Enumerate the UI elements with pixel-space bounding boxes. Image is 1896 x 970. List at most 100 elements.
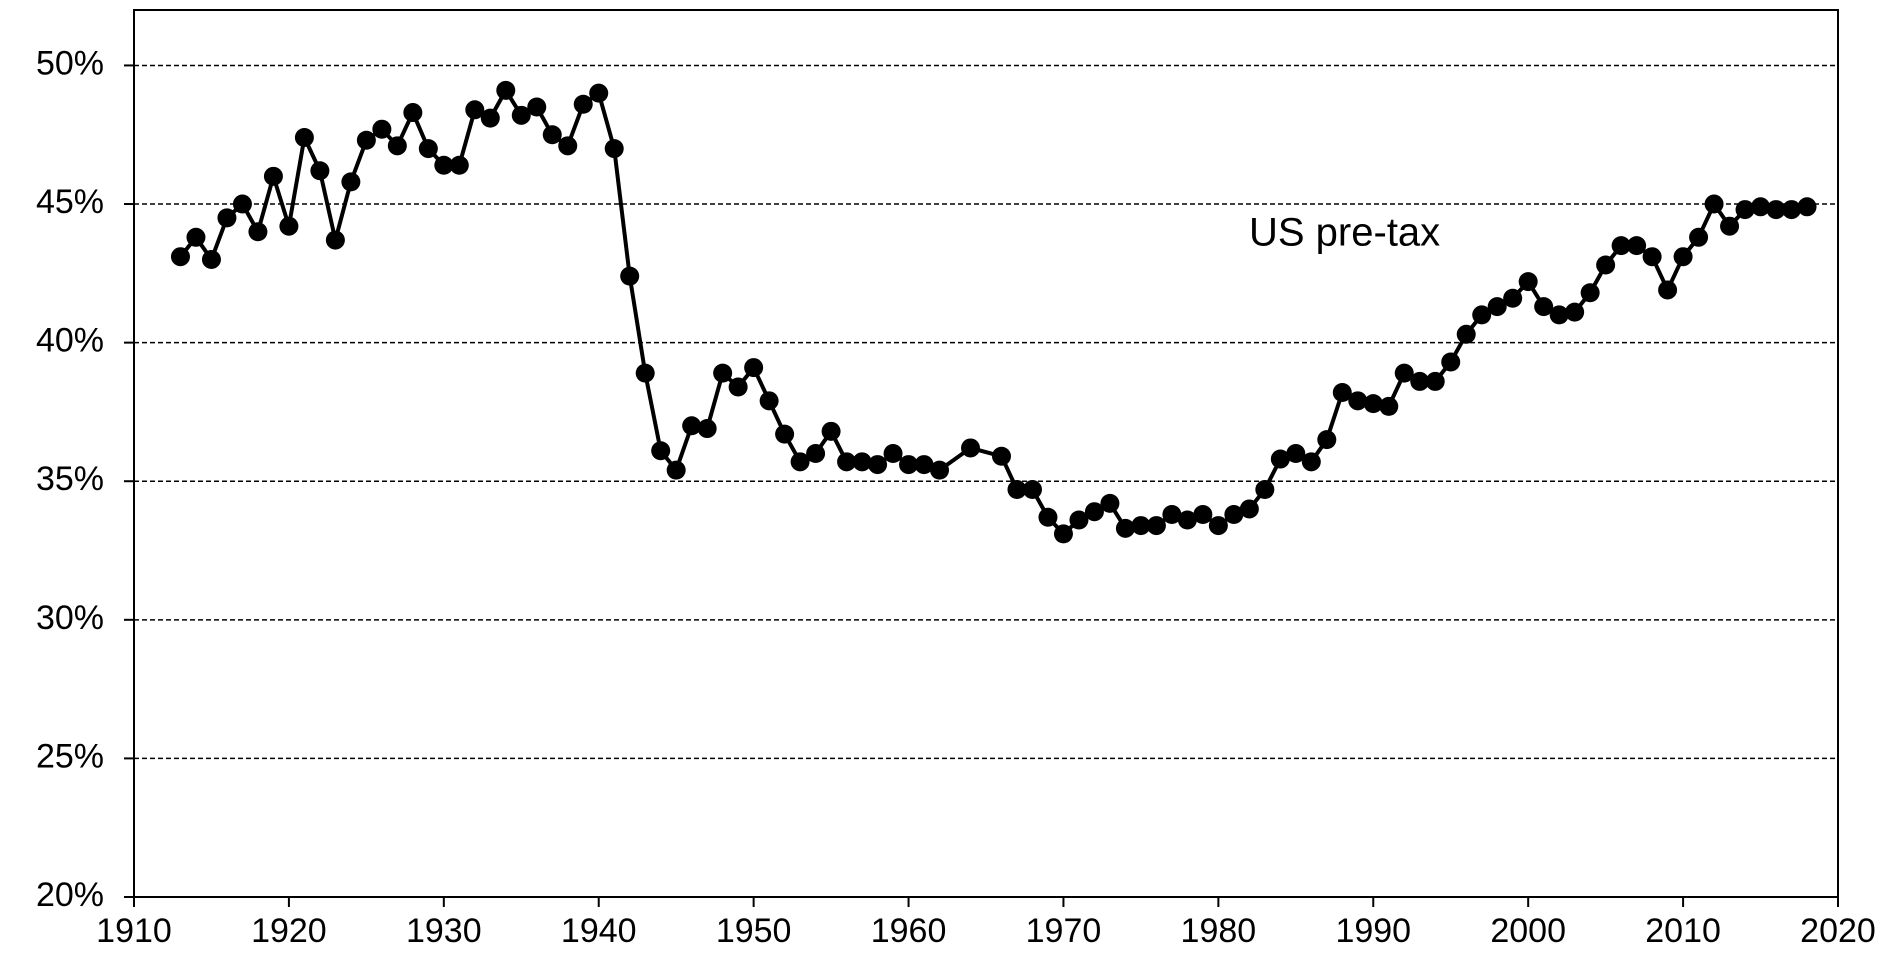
data-point bbox=[1084, 502, 1104, 522]
data-point bbox=[914, 455, 934, 475]
x-tick-label: 1970 bbox=[1026, 912, 1102, 950]
y-tick-label: 35% bbox=[36, 460, 104, 498]
data-point bbox=[1797, 197, 1817, 217]
data-point bbox=[232, 194, 252, 214]
data-point bbox=[310, 161, 330, 181]
data-point bbox=[325, 230, 345, 250]
x-tick-label: 1950 bbox=[716, 912, 792, 950]
data-point bbox=[1611, 236, 1631, 256]
x-tick-label: 1990 bbox=[1335, 912, 1411, 950]
x-tick-label: 1960 bbox=[871, 912, 947, 950]
data-point bbox=[1193, 504, 1213, 524]
data-point bbox=[542, 125, 562, 145]
data-point bbox=[1317, 430, 1337, 450]
data-point bbox=[465, 100, 485, 120]
data-point bbox=[1146, 516, 1166, 536]
data-point bbox=[1131, 516, 1151, 536]
data-point bbox=[1069, 510, 1089, 530]
y-tick-label: 40% bbox=[36, 322, 104, 360]
data-point bbox=[434, 155, 454, 175]
data-point bbox=[573, 94, 593, 114]
data-point bbox=[1332, 383, 1352, 403]
data-point bbox=[217, 208, 237, 228]
data-point bbox=[1239, 499, 1259, 519]
data-point bbox=[620, 266, 640, 286]
data-point bbox=[821, 421, 841, 441]
data-point bbox=[852, 452, 872, 472]
data-point bbox=[480, 108, 500, 128]
data-point bbox=[496, 80, 516, 100]
x-tick-label: 1930 bbox=[406, 912, 482, 950]
data-point bbox=[279, 216, 299, 236]
data-point bbox=[961, 438, 981, 458]
data-point bbox=[403, 103, 423, 123]
y-tick-label: 45% bbox=[36, 183, 104, 221]
data-point bbox=[418, 139, 438, 159]
data-point bbox=[991, 446, 1011, 466]
y-tick-label: 25% bbox=[36, 737, 104, 775]
data-point bbox=[1379, 396, 1399, 416]
data-point bbox=[1766, 200, 1786, 220]
data-point bbox=[899, 455, 919, 475]
data-point bbox=[651, 441, 671, 461]
data-point bbox=[1270, 449, 1290, 469]
data-point bbox=[449, 155, 469, 175]
data-point bbox=[728, 377, 748, 397]
data-point bbox=[1596, 255, 1616, 275]
y-tick-label: 50% bbox=[36, 44, 104, 82]
data-point bbox=[356, 130, 376, 150]
data-point bbox=[1038, 507, 1058, 527]
data-point bbox=[806, 444, 826, 463]
x-tick-label: 2010 bbox=[1645, 912, 1721, 950]
data-point bbox=[1348, 391, 1368, 411]
data-point bbox=[1363, 394, 1383, 414]
data-point bbox=[589, 83, 609, 103]
data-point bbox=[713, 363, 733, 383]
annotation: US pre-tax bbox=[1249, 211, 1440, 255]
data-point bbox=[1735, 200, 1755, 220]
data-point bbox=[527, 97, 547, 117]
data-point bbox=[1782, 200, 1802, 220]
data-point bbox=[1208, 516, 1228, 536]
data-point bbox=[1456, 324, 1476, 344]
plot-frame bbox=[133, 9, 1839, 898]
data-point bbox=[372, 119, 392, 139]
x-tick-label: 1910 bbox=[96, 912, 172, 950]
data-point bbox=[682, 416, 702, 436]
data-point bbox=[170, 247, 190, 267]
data-point bbox=[1394, 363, 1414, 383]
x-tick-label: 1940 bbox=[561, 912, 637, 950]
data-point bbox=[387, 136, 407, 156]
data-point bbox=[697, 419, 717, 439]
data-point bbox=[1658, 280, 1678, 300]
data-point bbox=[604, 139, 624, 159]
data-point bbox=[1255, 480, 1275, 500]
data-point bbox=[1534, 297, 1554, 317]
data-point bbox=[1022, 480, 1042, 500]
data-point bbox=[775, 424, 795, 444]
data-point bbox=[790, 452, 810, 472]
data-point bbox=[558, 136, 578, 156]
x-tick-label: 2020 bbox=[1800, 912, 1876, 950]
data-point bbox=[1689, 227, 1709, 247]
data-point bbox=[1410, 371, 1430, 391]
data-point bbox=[263, 166, 283, 186]
data-point bbox=[1627, 236, 1647, 256]
data-point bbox=[868, 455, 888, 475]
data-point bbox=[1224, 504, 1244, 524]
data-point bbox=[1162, 504, 1182, 524]
data-point bbox=[1642, 247, 1662, 267]
data-point bbox=[201, 249, 221, 269]
data-point bbox=[1673, 247, 1693, 267]
data-point bbox=[1286, 444, 1306, 463]
x-tick-label: 1920 bbox=[251, 912, 327, 950]
data-point bbox=[1487, 297, 1507, 317]
data-point bbox=[1053, 524, 1073, 544]
data-point bbox=[1472, 305, 1492, 325]
data-point bbox=[294, 128, 314, 148]
data-point bbox=[1425, 371, 1445, 391]
data-point bbox=[635, 363, 655, 383]
data-point bbox=[1580, 283, 1600, 303]
